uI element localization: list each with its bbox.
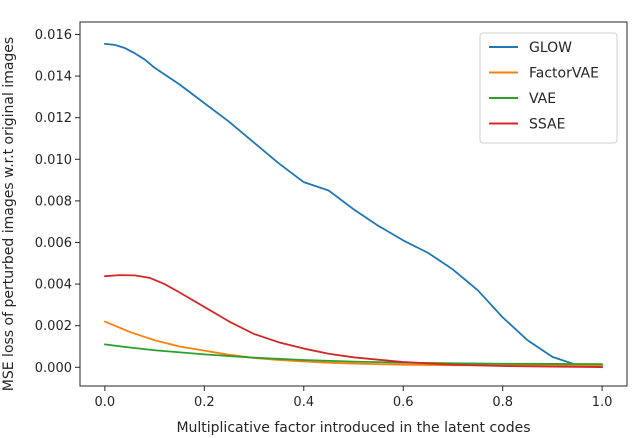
- y-axis: 0.000 0.002 0.004 0.006 0.008 0.010 0.012 0.014…: [35, 28, 80, 376]
- legend: GLOW FactorVAE VAE SSAE: [479, 32, 618, 144]
- legend-box: [479, 32, 618, 144]
- x-tick-label: 0.2: [194, 395, 215, 410]
- legend-label-factorvae: FactorVAE: [529, 66, 599, 82]
- x-tick-label: 0.4: [293, 395, 314, 410]
- y-axis-title: MSE loss of perturbed images w.r.t origi…: [1, 37, 17, 391]
- x-tick-label: 1.0: [592, 395, 613, 410]
- y-tick-label: 0.012: [35, 111, 72, 126]
- y-tick-label: 0.016: [35, 28, 72, 43]
- x-axis-title: Multiplicative factor introduced in the …: [176, 420, 530, 436]
- y-tick-label: 0.010: [35, 153, 72, 168]
- legend-label-ssae: SSAE: [529, 117, 565, 133]
- y-tick-label: 0.014: [35, 70, 72, 85]
- plot-area-frame: [79, 21, 628, 387]
- y-tick-label: 0.008: [35, 194, 72, 209]
- x-axis: 0.0 0.2 0.4 0.6 0.8 1.0: [95, 386, 613, 410]
- x-tick-label: 0.0: [95, 395, 116, 410]
- y-tick-label: 0.006: [35, 236, 72, 251]
- x-tick-label: 0.8: [492, 395, 513, 410]
- series-line-glow: [103, 42, 604, 369]
- series-line-factorvae: [103, 320, 604, 367]
- series-line-ssae: [103, 274, 604, 368]
- legend-label-glow: GLOW: [529, 40, 572, 56]
- legend-label-vae: VAE: [529, 91, 556, 107]
- y-tick-label: 0.000: [35, 361, 72, 376]
- y-tick-label: 0.004: [35, 278, 72, 293]
- y-tick-label: 0.002: [35, 319, 72, 334]
- x-tick-label: 0.6: [393, 395, 414, 410]
- series-line-vae: [103, 343, 604, 366]
- series-lines: [103, 42, 604, 369]
